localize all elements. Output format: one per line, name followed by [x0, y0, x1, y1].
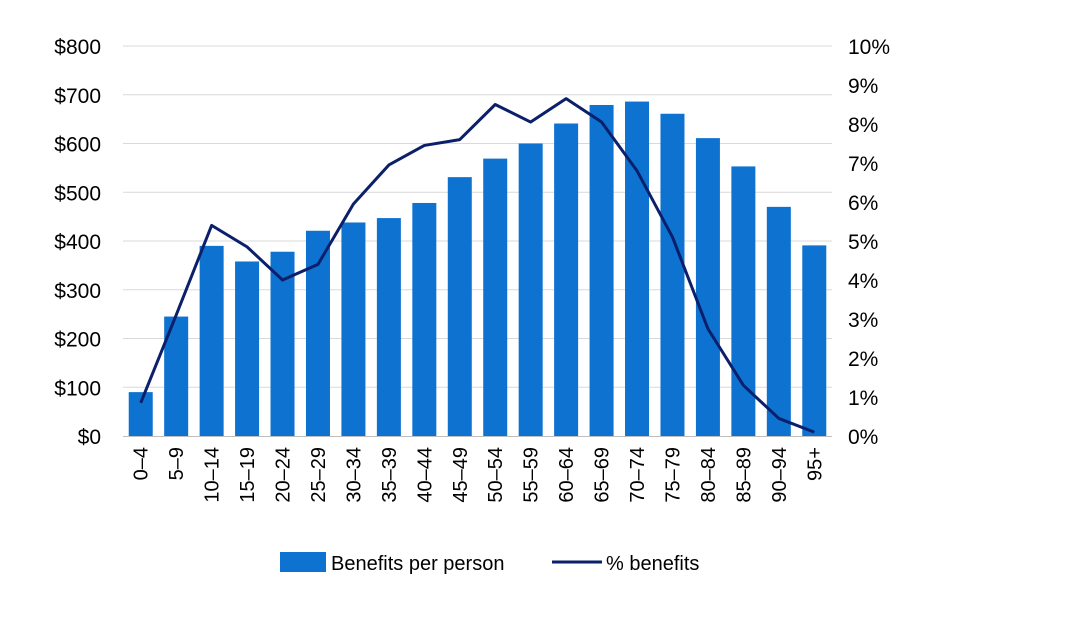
x-tick-labels: 0–4 5–9 10–14 15–19 20–24 25–29 30–34 35–39 40–4…: [131, 447, 827, 503]
line-path: [139, 97, 815, 434]
bar: [695, 138, 720, 436]
x-tick-label: 5–9: [166, 447, 188, 480]
x-tick-label: 85–89: [733, 447, 755, 503]
bar: [341, 222, 366, 436]
bar: [766, 206, 791, 436]
bar: [731, 166, 756, 436]
legend-bar-swatch: [280, 552, 326, 572]
bar: [483, 158, 508, 437]
bar: [376, 218, 401, 436]
y-right-tick-label: 10%: [848, 36, 890, 59]
bar: [199, 245, 224, 436]
y-right-tick-label: 4%: [848, 270, 878, 293]
x-tick-label: 60–64: [556, 447, 578, 503]
x-tick-label: 35–39: [379, 447, 401, 503]
bar: [589, 104, 614, 437]
line-series: [139, 97, 815, 434]
y-left-tick-label: $300: [54, 280, 101, 303]
x-tick-label: 80–84: [698, 447, 720, 503]
x-tick-label: 55–59: [521, 447, 543, 503]
x-tick-label: 50–54: [485, 447, 507, 503]
bar: [554, 123, 579, 436]
bar: [802, 245, 827, 436]
bar: [518, 143, 543, 436]
y-right-tick-label: 8%: [848, 114, 878, 137]
y-right-tick-label: 3%: [848, 309, 878, 332]
y-right-tick-label: 0%: [848, 426, 878, 449]
legend-line-label: % benefits: [606, 553, 699, 575]
bar: [447, 177, 472, 436]
y-right-tick-label: 2%: [848, 348, 878, 371]
y-left-tick-label: $700: [54, 85, 101, 108]
y-left-tick-label: $600: [54, 134, 101, 157]
y-left-tick-label: $800: [54, 36, 101, 59]
y-left-tick-label: $400: [54, 231, 101, 254]
y-left-tick-label: $0: [78, 426, 101, 449]
x-tick-label: 45–49: [450, 447, 472, 503]
x-tick-label: 70–74: [627, 447, 649, 503]
bar: [270, 251, 295, 436]
bar: [660, 113, 685, 436]
x-tick-label: 40–44: [414, 447, 436, 503]
y-left-tick-label: $200: [54, 329, 101, 352]
y-axis-left: $0 $100 $200 $300 $400 $500 $600 $700 $800: [54, 36, 101, 449]
y-axis-right: 0% 1% 2% 3% 4% 5% 6% 7% 8% 9% 10%: [848, 36, 890, 449]
y-right-tick-label: 9%: [848, 75, 878, 98]
x-tick-label: 75–79: [662, 447, 684, 503]
y-right-tick-label: 1%: [848, 387, 878, 410]
bar: [235, 261, 260, 436]
x-tick-label: 15–19: [237, 447, 259, 503]
y-right-tick-label: 6%: [848, 192, 878, 215]
y-right-tick-label: 7%: [848, 153, 878, 176]
x-tick-label: 0–4: [131, 447, 153, 480]
legend: Benefits per person % benefits: [280, 552, 699, 575]
bar: [412, 202, 437, 436]
x-tick-label: 20–24: [273, 447, 295, 503]
x-tick-label: 25–29: [308, 447, 330, 503]
y-left-tick-label: $500: [54, 182, 101, 205]
x-tick-label: 65–69: [592, 447, 614, 503]
y-left-tick-label: $100: [54, 377, 101, 400]
bar: [128, 392, 153, 436]
x-tick-label: 90–94: [769, 447, 791, 503]
gridlines: [123, 45, 832, 388]
x-tick-label: 95+: [804, 447, 826, 481]
x-tick-label: 30–34: [343, 447, 365, 503]
legend-bar-label: Benefits per person: [331, 553, 504, 575]
x-tick-label: 10–14: [202, 447, 224, 503]
bar: [625, 101, 650, 436]
y-right-tick-label: 5%: [848, 231, 878, 254]
bar-series: [128, 101, 827, 437]
